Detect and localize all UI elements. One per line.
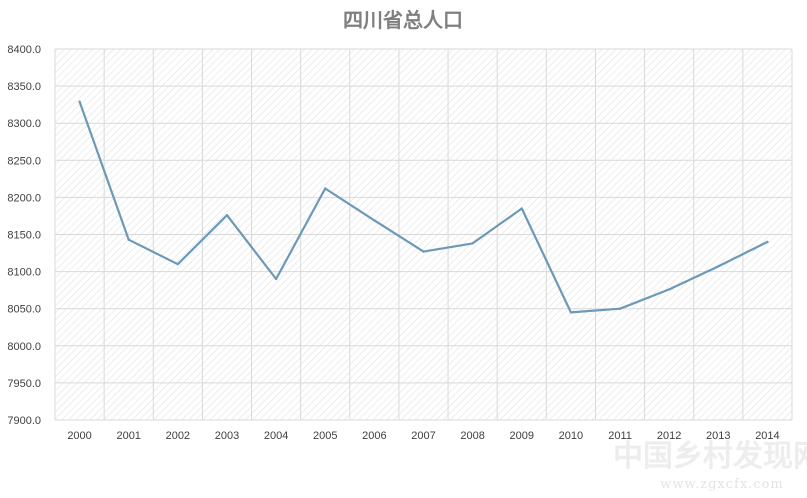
x-tick-label: 2000 <box>67 430 91 442</box>
data-point <box>520 207 523 210</box>
y-tick-label: 8050.0 <box>7 304 41 316</box>
gridlines <box>54 48 793 421</box>
x-tick-label: 2006 <box>362 430 386 442</box>
x-tick-label: 2014 <box>755 430 779 442</box>
x-tick-label: 2002 <box>166 430 190 442</box>
x-tick-label: 2009 <box>510 430 534 442</box>
data-point <box>176 262 180 266</box>
series-group <box>78 100 769 314</box>
y-tick-label: 7900.0 <box>7 415 41 427</box>
x-tick-label: 2004 <box>264 430 288 442</box>
data-point <box>225 214 229 217</box>
y-tick-label: 8300.0 <box>7 118 41 130</box>
y-tick-label: 8100.0 <box>7 267 41 279</box>
x-axis: 2000 2001 2002 2003 2004 2005 2006 2007 2008 2009… <box>67 430 779 442</box>
data-point <box>274 277 278 281</box>
x-tick-label: 2001 <box>116 430 140 442</box>
x-tick-label: 2012 <box>657 430 681 442</box>
data-point <box>324 187 327 190</box>
data-point <box>766 240 769 244</box>
chart-title: 四川省总人口 <box>343 8 463 32</box>
x-tick-label: 2010 <box>559 430 583 442</box>
x-tick-label: 2005 <box>313 430 337 442</box>
x-tick-label: 2011 <box>608 430 632 442</box>
watermark-text: 中国乡村发现网 <box>613 439 807 474</box>
data-point <box>618 307 622 310</box>
y-tick-label: 8350.0 <box>7 81 41 93</box>
x-tick-label: 2008 <box>460 430 484 442</box>
y-tick-label: 8150.0 <box>7 230 41 242</box>
data-point <box>569 311 573 314</box>
x-tick-label: 2013 <box>706 430 730 442</box>
data-point <box>373 219 376 222</box>
data-point <box>717 265 720 268</box>
y-axis: 7900.0 7950.0 8000.0 8050.0 8100.0 8150.0 8200… <box>7 44 41 427</box>
data-point <box>667 288 671 291</box>
y-tick-label: 7950.0 <box>7 378 41 390</box>
y-tick-label: 8400.0 <box>7 44 41 56</box>
watermark-url: www.zgxcfx.com <box>660 477 783 492</box>
y-tick-label: 8250.0 <box>7 155 41 167</box>
watermark: 中国乡村发现网 www.zgxcfx.com <box>613 439 807 492</box>
y-tick-label: 8200.0 <box>7 192 41 204</box>
data-point <box>127 238 130 241</box>
data-point <box>422 250 425 253</box>
x-tick-label: 2007 <box>411 430 435 442</box>
data-point <box>78 100 81 103</box>
x-tick-label: 2003 <box>215 430 239 442</box>
y-tick-label: 8000.0 <box>7 341 41 353</box>
data-point <box>471 242 474 245</box>
